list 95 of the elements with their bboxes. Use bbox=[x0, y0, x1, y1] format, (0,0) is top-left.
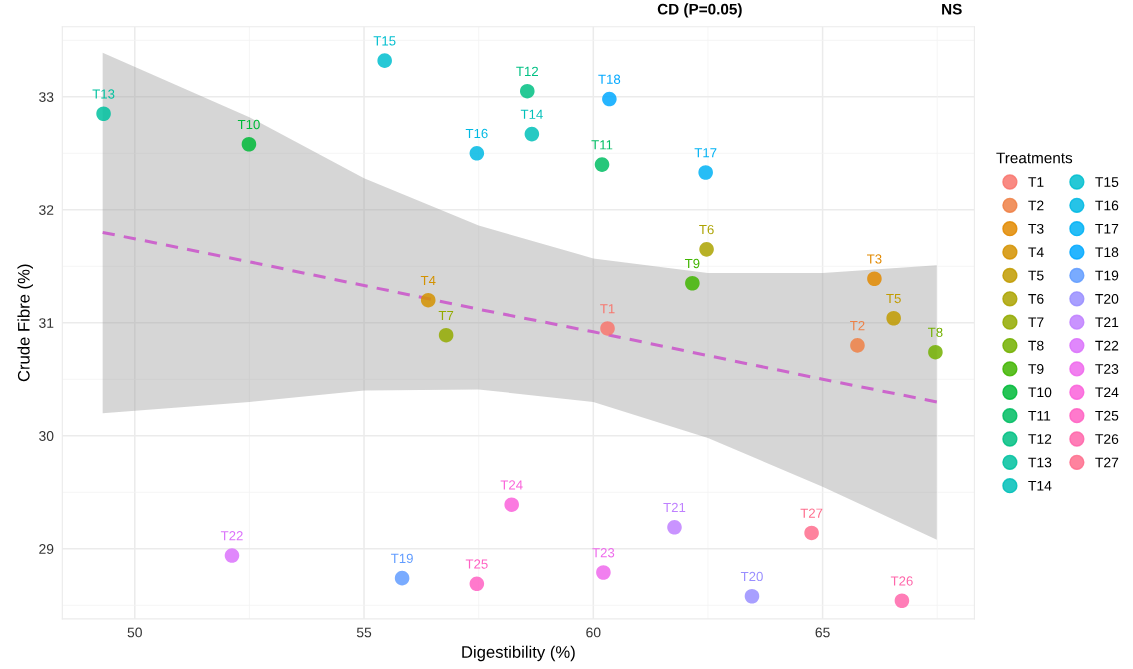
point bbox=[520, 83, 535, 99]
point bbox=[867, 271, 882, 287]
legend-label: T6 bbox=[1028, 293, 1044, 304]
x-tick-label: 60 bbox=[586, 627, 601, 638]
x-tick-label: 65 bbox=[815, 627, 830, 638]
legend-label: T14 bbox=[1028, 481, 1052, 491]
legend-label: T9 bbox=[1028, 364, 1044, 374]
point bbox=[602, 91, 617, 107]
point bbox=[685, 275, 700, 291]
point bbox=[469, 146, 485, 161]
point bbox=[698, 165, 713, 180]
legend-label: T27 bbox=[1095, 457, 1119, 468]
point bbox=[394, 570, 410, 586]
y-tick-label: 32 bbox=[39, 205, 54, 215]
text: T15 bbox=[373, 36, 396, 46]
text: T25 bbox=[465, 559, 488, 569]
y-tick-label: 30 bbox=[39, 431, 54, 441]
legend-label: T25 bbox=[1095, 410, 1119, 421]
text: T7 bbox=[438, 310, 454, 320]
text: T10 bbox=[237, 119, 260, 130]
text: T3 bbox=[867, 254, 882, 264]
point bbox=[894, 593, 910, 609]
point bbox=[594, 157, 610, 172]
y-axis-title: Crude Fibre (%) bbox=[17, 264, 33, 382]
point bbox=[928, 344, 943, 360]
text: T17 bbox=[694, 148, 717, 158]
point bbox=[804, 525, 819, 541]
point bbox=[420, 292, 436, 308]
y-tick-label: 31 bbox=[39, 318, 54, 328]
text: T13 bbox=[92, 89, 115, 99]
text: T2 bbox=[850, 320, 865, 331]
point bbox=[886, 310, 901, 326]
legend-label: T20 bbox=[1095, 293, 1119, 304]
legend-label: T26 bbox=[1095, 434, 1119, 444]
point bbox=[224, 548, 240, 563]
point bbox=[241, 136, 257, 152]
point bbox=[667, 520, 682, 535]
x-tick-label: 50 bbox=[127, 627, 142, 638]
text: T19 bbox=[391, 553, 413, 564]
text: T24 bbox=[500, 480, 523, 490]
text: T27 bbox=[800, 508, 823, 518]
point bbox=[600, 321, 615, 336]
point bbox=[504, 497, 519, 512]
text: T12 bbox=[516, 66, 538, 76]
legend-label: T18 bbox=[1095, 247, 1119, 258]
point bbox=[596, 565, 611, 580]
legend-label: T15 bbox=[1095, 177, 1119, 187]
text: T8 bbox=[928, 327, 943, 338]
text: T5 bbox=[886, 293, 901, 304]
point bbox=[850, 338, 865, 353]
legend-label: T23 bbox=[1095, 364, 1119, 374]
legend-label: T24 bbox=[1095, 387, 1119, 398]
legend-label: T22 bbox=[1095, 340, 1119, 351]
legend-title: Treatments bbox=[996, 152, 1073, 164]
point bbox=[744, 588, 760, 604]
legend-label: T11 bbox=[1028, 410, 1051, 421]
x-axis-title: Digestibility (%) bbox=[462, 645, 575, 662]
legend-label: T2 bbox=[1028, 200, 1044, 211]
legend-label: T17 bbox=[1095, 224, 1119, 234]
text: T9 bbox=[684, 258, 700, 269]
point bbox=[699, 242, 714, 257]
legend-label: T21 bbox=[1095, 317, 1119, 328]
legend-label: T12 bbox=[1028, 434, 1052, 444]
text: T4 bbox=[420, 275, 436, 285]
point bbox=[524, 126, 540, 142]
text: CD (P=0.05) bbox=[657, 3, 742, 18]
legend-label: T13 bbox=[1028, 457, 1052, 468]
text: T11 bbox=[591, 140, 613, 150]
legend-label: T10 bbox=[1028, 387, 1052, 398]
y-tick-label: 33 bbox=[39, 92, 54, 102]
legend-label: T5 bbox=[1028, 270, 1044, 281]
text: T18 bbox=[598, 74, 621, 84]
text: T16 bbox=[465, 128, 488, 139]
text: T23 bbox=[592, 548, 615, 558]
point bbox=[438, 327, 454, 343]
x-tick-label: 55 bbox=[356, 627, 372, 638]
text: NS bbox=[942, 3, 962, 15]
legend-label: T3 bbox=[1028, 223, 1044, 234]
point bbox=[377, 53, 392, 68]
text: T21 bbox=[663, 502, 686, 513]
legend-label: T16 bbox=[1095, 200, 1119, 211]
text: T20 bbox=[740, 571, 763, 582]
text: T14 bbox=[520, 109, 543, 119]
legend-label: T19 bbox=[1095, 270, 1119, 281]
text: T22 bbox=[220, 531, 243, 541]
legend-label: T4 bbox=[1028, 247, 1044, 257]
y-tick-label: 29 bbox=[39, 544, 54, 554]
legend-label: T8 bbox=[1028, 340, 1044, 351]
text: T26 bbox=[890, 576, 913, 586]
text: T6 bbox=[699, 224, 714, 235]
legend-label: T1 bbox=[1028, 177, 1044, 187]
legend-label: T7 bbox=[1028, 317, 1044, 328]
point bbox=[96, 106, 111, 122]
text: T1 bbox=[600, 304, 615, 314]
point bbox=[469, 576, 485, 592]
